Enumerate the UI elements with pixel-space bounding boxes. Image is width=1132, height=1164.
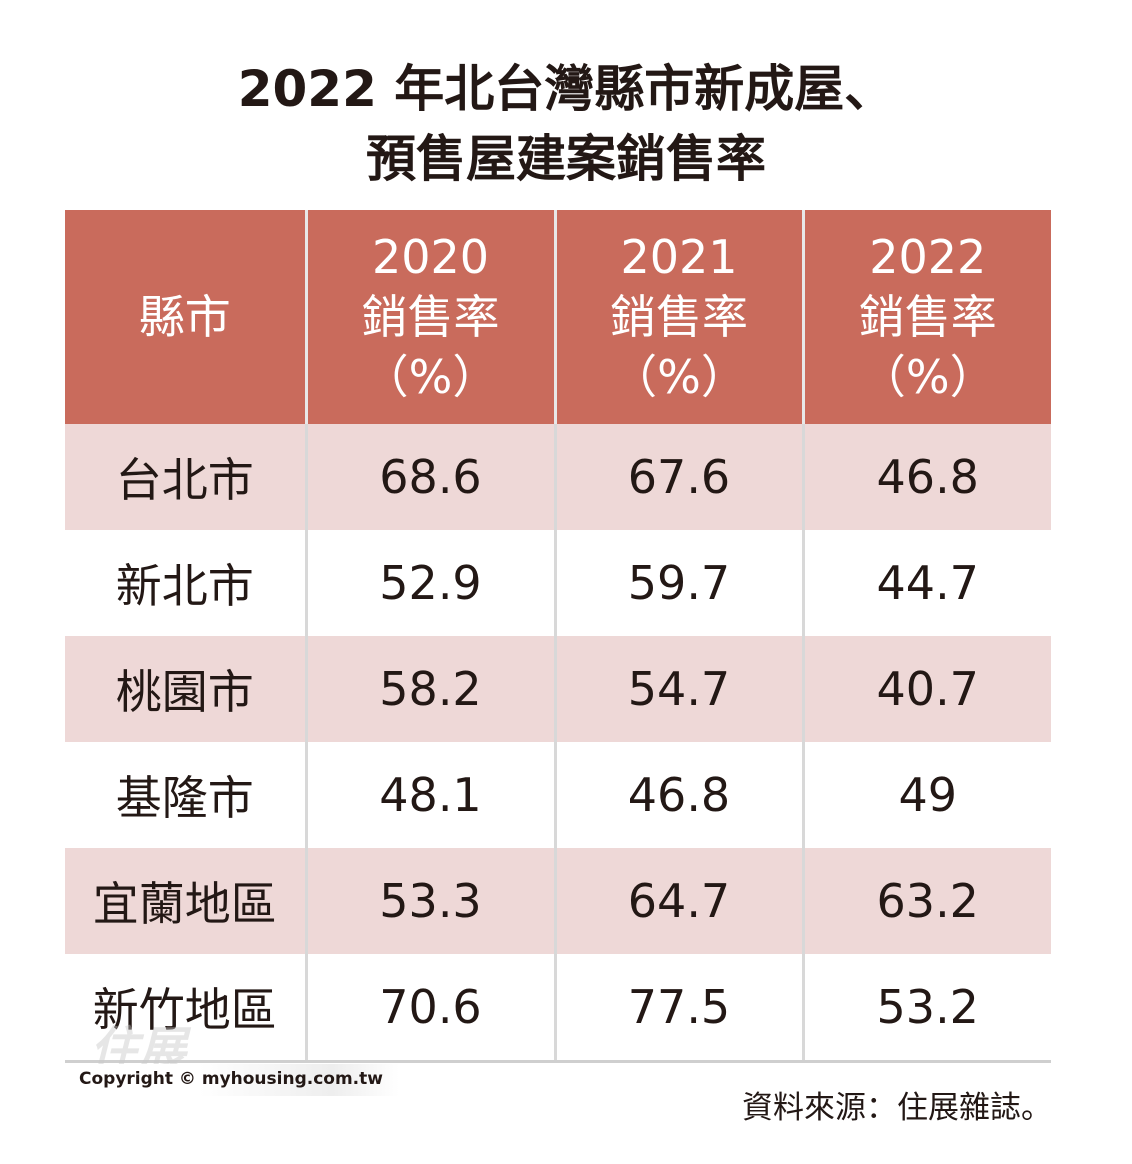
rate-cell: 68.6: [304, 424, 555, 530]
rate-cell: 46.8: [553, 742, 803, 848]
rate-cell: 64.7: [553, 848, 803, 954]
column-header: 2021 銷售率 （%）: [553, 210, 803, 424]
table-row: 新竹地區 70.6 77.5 53.2: [65, 954, 1051, 1063]
rate-cell: 40.7: [801, 636, 1051, 742]
rate-cell: 54.7: [553, 636, 803, 742]
table-row: 宜蘭地區 53.3 64.7 63.2: [65, 848, 1051, 954]
region-cell: 新北市: [115, 559, 254, 613]
column-header: 縣市: [65, 210, 306, 424]
header-row: 縣市 2020 銷售率 （%） 2021 銷售率 （%） 2022 銷售率 （%）: [65, 210, 1051, 424]
column-header-line: （%）: [611, 350, 747, 404]
copyright-text: Copyright © myhousing.com.tw: [66, 1064, 399, 1096]
rate-cell: 59.7: [553, 530, 803, 636]
column-header-line: （%）: [362, 350, 499, 404]
column-header-line: 銷售率: [361, 290, 500, 344]
rate-cell: 52.9: [304, 530, 555, 636]
rate-cell: 53.3: [304, 848, 555, 954]
rate-cell: 44.7: [801, 530, 1051, 636]
column-header: 2020 銷售率 （%）: [304, 210, 555, 424]
rate-cell: 46.8: [801, 424, 1051, 530]
column-header-line: 銷售率: [858, 290, 997, 344]
rate-cell: 67.6: [553, 424, 803, 530]
source-note: 資料來源：住展雜誌。: [742, 1090, 1052, 1126]
column-header-line: 2022: [869, 230, 987, 284]
column-header-line: （%）: [859, 350, 996, 404]
rate-cell: 48.1: [304, 742, 555, 848]
column-header-line: 2020: [371, 230, 490, 284]
title-line-1: 2022 年北台灣縣市新成屋、: [237, 60, 895, 118]
region-cell: 桃園市: [65, 636, 306, 742]
rate-cell: 77.5: [553, 954, 803, 1063]
rate-cell: 63.2: [801, 848, 1051, 954]
region-cell: 基隆市: [115, 771, 254, 825]
column-header-line: 2021: [620, 230, 738, 284]
rate-cell: 53.2: [801, 954, 1051, 1063]
table-row: 新北市 52.9 59.7 44.7: [65, 530, 1051, 636]
title-line-2: 預售屋建案銷售率: [366, 130, 766, 188]
sales-rate-table: 縣市 2020 銷售率 （%） 2021 銷售率 （%） 2022 銷售率 （%） 台北市 68.6…: [65, 210, 1051, 1063]
rate-cell: 70.6: [304, 954, 555, 1063]
table-row: 台北市 68.6 67.6 46.8: [65, 424, 1051, 530]
column-header-line: 銷售率: [610, 290, 748, 344]
column-header-line: 縣市: [138, 290, 231, 344]
rate-cell: 58.2: [304, 636, 555, 742]
region-cell: 新竹地區: [65, 954, 306, 1063]
table-row: 桃園市 58.2 54.7 40.7: [65, 636, 1051, 742]
region-cell: 宜蘭地區: [65, 848, 306, 954]
rate-cell: 49: [801, 742, 1051, 848]
region-cell: 台北市: [65, 424, 306, 530]
table-row: 基隆市 48.1 46.8 49: [65, 742, 1051, 848]
column-header: 2022 銷售率 （%）: [801, 210, 1051, 424]
